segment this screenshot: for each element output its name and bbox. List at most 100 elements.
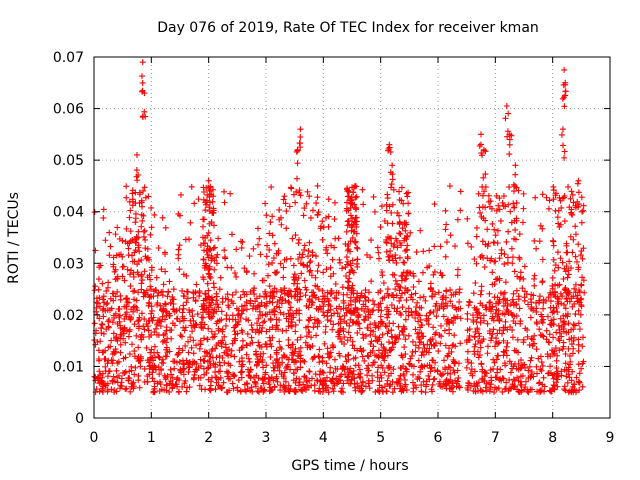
data-point bbox=[550, 385, 557, 392]
data-point bbox=[319, 236, 326, 243]
data-point bbox=[126, 328, 133, 335]
data-point bbox=[402, 227, 409, 234]
data-point bbox=[134, 151, 140, 158]
data-point bbox=[187, 334, 194, 341]
data-point bbox=[180, 292, 187, 299]
data-point bbox=[539, 362, 546, 369]
data-point bbox=[558, 204, 565, 211]
data-point bbox=[550, 375, 557, 382]
data-point bbox=[160, 332, 167, 339]
data-point bbox=[464, 348, 471, 355]
data-point bbox=[327, 377, 334, 384]
data-point bbox=[472, 341, 479, 348]
data-point bbox=[323, 382, 330, 389]
data-point bbox=[131, 371, 138, 378]
data-point bbox=[165, 289, 172, 296]
data-point bbox=[235, 307, 242, 314]
data-point bbox=[138, 223, 145, 230]
data-point bbox=[285, 342, 292, 349]
data-point bbox=[322, 246, 329, 253]
data-point bbox=[383, 323, 390, 330]
data-point bbox=[138, 286, 145, 293]
data-point bbox=[480, 336, 487, 343]
data-point bbox=[430, 324, 437, 331]
data-point bbox=[392, 286, 399, 293]
data-point bbox=[127, 283, 134, 290]
data-point bbox=[470, 290, 477, 297]
data-point bbox=[409, 338, 416, 345]
data-point bbox=[91, 373, 98, 380]
data-point bbox=[528, 386, 535, 393]
data-point bbox=[537, 366, 544, 373]
data-point bbox=[464, 310, 471, 317]
data-point bbox=[206, 208, 213, 215]
data-point bbox=[504, 254, 511, 261]
data-point bbox=[370, 343, 377, 350]
data-point bbox=[430, 376, 437, 383]
data-point bbox=[539, 225, 546, 232]
data-point bbox=[398, 365, 405, 372]
data-point bbox=[513, 313, 520, 320]
data-point bbox=[345, 356, 352, 363]
data-point bbox=[207, 183, 214, 190]
data-point bbox=[250, 245, 257, 252]
data-point bbox=[343, 309, 350, 316]
data-point bbox=[239, 358, 246, 365]
data-point bbox=[381, 357, 388, 364]
data-point bbox=[506, 141, 513, 148]
data-point bbox=[383, 207, 390, 214]
data-point bbox=[269, 259, 276, 266]
data-point bbox=[259, 312, 266, 319]
data-point bbox=[537, 222, 544, 229]
data-point bbox=[347, 260, 354, 267]
data-point bbox=[567, 358, 574, 365]
data-point bbox=[581, 289, 588, 296]
data-point bbox=[402, 316, 409, 323]
data-point bbox=[301, 384, 308, 391]
data-point bbox=[146, 294, 153, 301]
data-point bbox=[369, 307, 376, 314]
data-point bbox=[496, 255, 503, 262]
data-point bbox=[397, 372, 404, 379]
data-point bbox=[147, 276, 154, 283]
data-point bbox=[127, 315, 134, 322]
data-point bbox=[263, 253, 270, 260]
data-point bbox=[204, 197, 211, 204]
data-point bbox=[343, 304, 350, 311]
data-point bbox=[283, 208, 290, 215]
data-point bbox=[409, 311, 416, 318]
data-point bbox=[337, 316, 344, 323]
data-point bbox=[444, 353, 451, 360]
data-point bbox=[319, 369, 326, 376]
data-point bbox=[139, 277, 146, 284]
data-point bbox=[484, 350, 491, 357]
data-point bbox=[365, 297, 372, 304]
data-point bbox=[182, 342, 189, 349]
data-point bbox=[516, 254, 523, 261]
data-point bbox=[247, 340, 254, 347]
data-point bbox=[385, 311, 392, 318]
data-point bbox=[95, 276, 102, 283]
data-point bbox=[243, 342, 250, 349]
data-point bbox=[243, 388, 250, 395]
data-point bbox=[579, 343, 586, 350]
data-point bbox=[138, 273, 145, 280]
data-point bbox=[566, 258, 573, 265]
data-point bbox=[264, 272, 271, 279]
data-point bbox=[526, 363, 533, 370]
data-point bbox=[516, 389, 523, 396]
data-point bbox=[344, 365, 351, 372]
data-point bbox=[208, 328, 215, 335]
data-point bbox=[539, 256, 546, 263]
data-point bbox=[416, 312, 423, 319]
data-point bbox=[438, 372, 445, 379]
data-point bbox=[260, 319, 267, 326]
data-point bbox=[142, 236, 149, 243]
data-point bbox=[188, 344, 195, 351]
data-point bbox=[495, 202, 502, 209]
data-point bbox=[315, 262, 322, 269]
data-point bbox=[395, 323, 402, 330]
data-point bbox=[477, 254, 484, 261]
data-point bbox=[117, 349, 124, 356]
data-point bbox=[218, 308, 225, 315]
